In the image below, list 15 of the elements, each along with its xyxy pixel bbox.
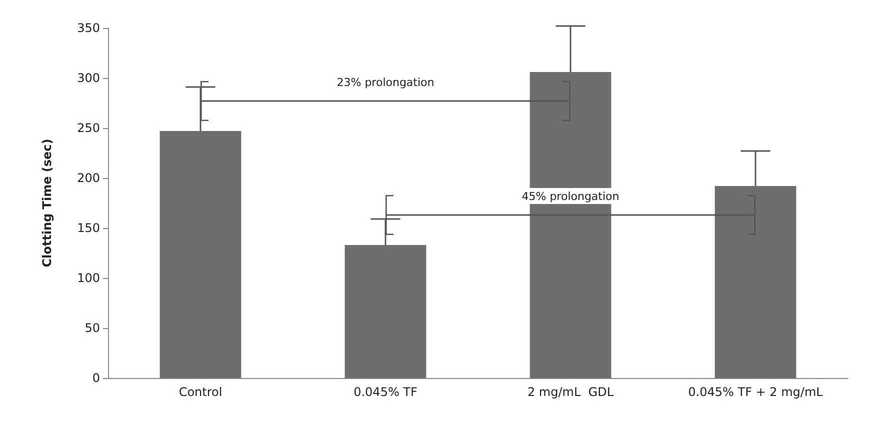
- x-tick-label: 0.045% TF: [354, 385, 418, 399]
- y-tick-label: 150: [77, 221, 100, 235]
- y-tick-label: 300: [77, 71, 100, 85]
- y-tick-label: 250: [77, 121, 100, 135]
- y-tick-label: 50: [84, 321, 100, 335]
- x-tick-label: 2 mg/mL GDL: [527, 385, 614, 399]
- x-tick-label: Control: [178, 385, 222, 399]
- y-tick-label: 100: [77, 271, 100, 285]
- annotation: 23% prolongation: [336, 76, 434, 89]
- y-tick-label: 350: [77, 21, 100, 35]
- x-tick-label: 0.045% TF + 2 mg/mL: [688, 385, 824, 399]
- annotation: 45% prolongation: [522, 190, 620, 203]
- y-axis-title: Clotting Time (sec): [40, 138, 54, 268]
- y-tick-label: 0: [92, 371, 100, 385]
- y-tick-label: 200: [77, 171, 100, 185]
